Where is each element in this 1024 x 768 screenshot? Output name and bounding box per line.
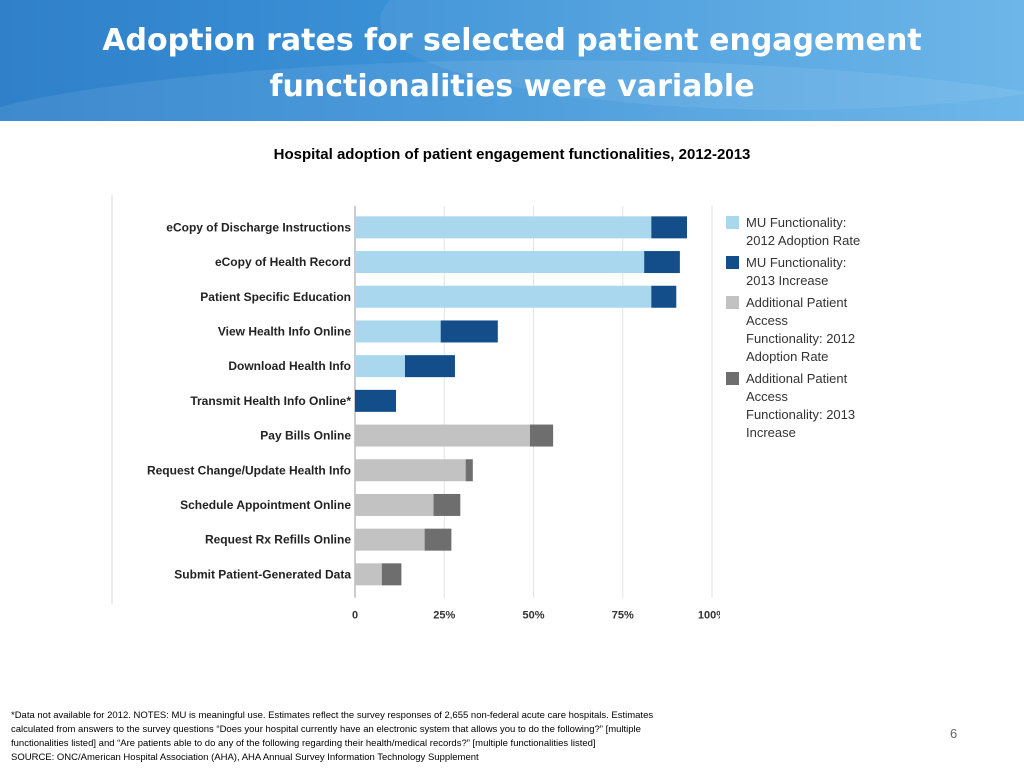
category-label: Request Rx Refills Online [205, 533, 351, 547]
footnote-line: *Data not available for 2012. NOTES: MU … [11, 710, 654, 721]
bar-segment [355, 285, 652, 308]
legend-label: Additional Patient Access Functionality:… [746, 295, 856, 364]
x-tick-label: 75% [612, 610, 634, 622]
x-tick-label: 100% [698, 610, 720, 622]
category-label: Request Change/Update Health Info [147, 463, 351, 477]
bar-segment [651, 216, 688, 239]
legend-item: MU Functionality: 2012 Adoption Rate [724, 214, 899, 250]
bar-segment [355, 355, 405, 378]
legend-item: MU Functionality: 2013 Increase [724, 254, 899, 290]
legend-swatch [726, 372, 739, 385]
footnote: *Data not available for 2012. NOTES: MU … [11, 709, 741, 765]
legend-label: MU Functionality: 2013 Increase [746, 255, 847, 288]
bar-segment [424, 528, 452, 551]
stacked-bar-chart: 0 25% 50% 75% 100% eCopy of Discharge Instruc… [111, 195, 720, 622]
page-number: 6 [950, 726, 958, 741]
bar-segment [355, 459, 466, 482]
category-label: eCopy of Health Record [215, 255, 351, 269]
bar-segment [355, 251, 645, 274]
footnote-line: functionalities listed] and “Are patient… [11, 738, 596, 749]
footnote-source: SOURCE: ONC/American Hospital Associatio… [11, 752, 479, 763]
legend-label: MU Functionality: 2012 Adoption Rate [746, 215, 861, 248]
x-tick-label: 25% [433, 610, 455, 622]
bar-segment [355, 216, 652, 239]
bar-segment [355, 424, 530, 447]
legend-swatch [726, 256, 739, 269]
bar-segment [433, 493, 461, 516]
x-tick-label: 50% [522, 610, 544, 622]
bar-segment [381, 563, 402, 586]
footnote-line: calculated from answers to the survey qu… [11, 724, 641, 735]
category-label: Transmit Health Info Online* [190, 394, 351, 408]
bar-segment [355, 528, 425, 551]
slide-title-line-1: Adoption rates for selected patient enga… [102, 23, 922, 58]
category-label: eCopy of Discharge Instructions [166, 220, 351, 234]
legend-item: Additional Patient Access Functionality:… [724, 370, 899, 442]
legend-swatch [726, 216, 739, 229]
bar-segment [440, 320, 498, 343]
bar-segment [529, 424, 554, 447]
category-label: Schedule Appointment Online [180, 498, 351, 512]
title-banner: Adoption rates for selected patient enga… [0, 0, 1024, 121]
x-tick-label: 0 [352, 610, 358, 622]
bar-segment [651, 285, 677, 308]
bar-segment [355, 493, 434, 516]
bar-segment [404, 355, 455, 378]
bar-segment [355, 389, 397, 412]
category-label: Patient Specific Education [200, 290, 351, 304]
bar-segment [465, 459, 473, 482]
slide-title-line-2: functionalities were variable [269, 69, 755, 104]
category-label: Submit Patient-Generated Data [174, 567, 351, 581]
category-label: View Health Info Online [218, 324, 351, 338]
bar-segment [355, 320, 441, 343]
category-label: Pay Bills Online [260, 429, 351, 443]
legend-item: Additional Patient Access Functionality:… [724, 294, 899, 366]
chart-title: Hospital adoption of patient engagement … [273, 146, 751, 163]
chart-legend: MU Functionality: 2012 Adoption Rate MU F… [724, 214, 899, 446]
category-label: Download Health Info [228, 359, 351, 373]
legend-swatch [726, 296, 739, 309]
bar-segment [355, 563, 382, 586]
legend-label: Additional Patient Access Functionality:… [746, 371, 856, 440]
bar-segment [644, 251, 680, 274]
slide-title: Adoption rates for selected patient enga… [0, 18, 1024, 110]
